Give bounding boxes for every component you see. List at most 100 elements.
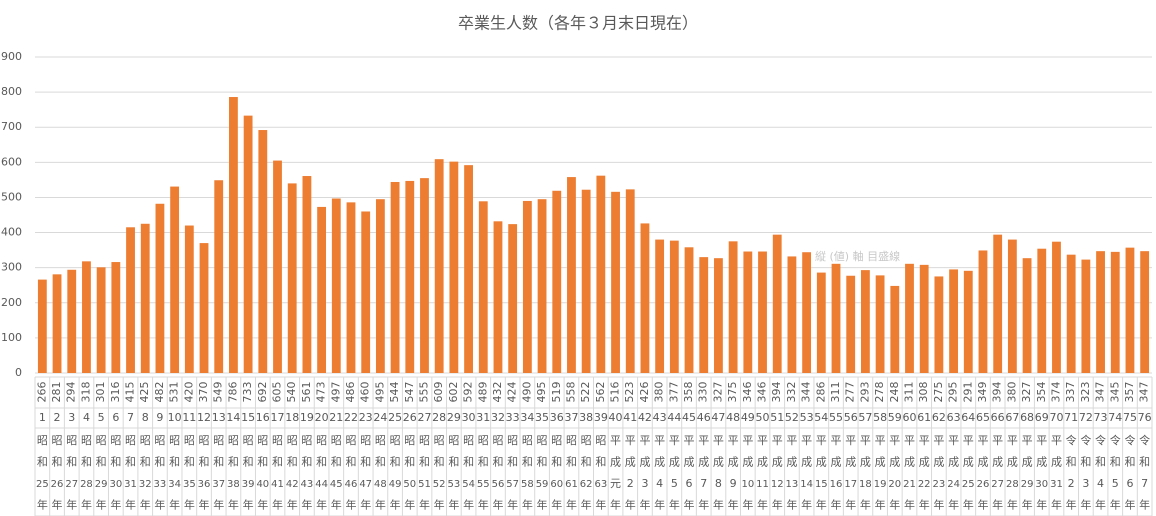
number-label: 47	[711, 411, 725, 424]
number-label: 22	[344, 411, 358, 424]
bar	[1037, 248, 1047, 373]
bar	[67, 269, 77, 373]
value-label: 786	[226, 382, 239, 403]
bar	[934, 276, 944, 373]
x-tick-label: 昭和 42 年	[286, 434, 299, 512]
number-label: 8	[142, 411, 149, 424]
x-tick-label: 昭和 43 年	[301, 434, 314, 512]
y-tick-label: 600	[1, 155, 22, 168]
x-tick-label: 平成 21 年	[903, 434, 916, 512]
value-label: 486	[344, 382, 357, 403]
bar	[728, 241, 738, 373]
number-label: 30	[462, 411, 476, 424]
x-tick-label: 昭和 48 年	[374, 434, 387, 512]
y-tick-label: 300	[1, 261, 22, 274]
bar	[361, 211, 371, 373]
value-label: 519	[550, 382, 563, 403]
number-label: 52	[785, 411, 799, 424]
x-tick-label: 平成 15 年	[815, 434, 828, 512]
bar	[831, 263, 841, 373]
number-label: 21	[329, 411, 343, 424]
x-tick-label: 平成 23 年	[933, 434, 946, 512]
number-label: 15	[241, 411, 255, 424]
bar	[949, 269, 958, 373]
number-label: 44	[667, 411, 681, 424]
bar	[978, 250, 988, 373]
x-tick-label: 昭和 28 年	[80, 434, 93, 512]
number-label: 17	[271, 411, 285, 424]
x-tick-label: 昭和 30 年	[109, 434, 122, 512]
x-tick-label: 昭和 44 年	[315, 434, 328, 512]
x-tick-label: 令和 5 年	[1110, 433, 1121, 512]
x-tick-label: 平成 29 年	[1021, 434, 1034, 512]
number-label: 48	[726, 411, 740, 424]
value-label: 497	[329, 382, 342, 403]
bar	[52, 274, 62, 373]
number-label: 10	[168, 411, 182, 424]
number-label: 29	[447, 411, 461, 424]
number-label: 11	[182, 411, 196, 424]
bar	[905, 263, 914, 373]
value-label: 248	[888, 382, 901, 403]
value-label: 605	[271, 382, 284, 403]
bar	[522, 200, 532, 373]
bar	[420, 178, 429, 373]
value-label: 394	[991, 382, 1004, 403]
number-label: 4	[83, 411, 90, 424]
bar	[1066, 254, 1076, 373]
number-label: 20	[315, 411, 329, 424]
bar	[581, 189, 591, 373]
number-label: 23	[359, 411, 373, 424]
value-label: 311	[902, 382, 915, 403]
bar	[508, 224, 518, 373]
x-tick-label: 平成元年	[610, 434, 621, 512]
value-label: 489	[476, 382, 489, 403]
value-label: 426	[638, 382, 651, 403]
value-label: 490	[520, 382, 533, 403]
x-tick-label: 平成 30 年	[1035, 434, 1048, 512]
value-label: 432	[491, 382, 504, 403]
value-label: 522	[579, 382, 592, 403]
value-label: 311	[829, 382, 842, 403]
bar	[229, 97, 238, 373]
bar	[875, 275, 885, 373]
x-tick-label: 昭和 35 年	[183, 434, 196, 512]
bar	[199, 243, 209, 373]
x-tick-label: 平成 6 年	[684, 434, 695, 512]
value-label: 278	[873, 382, 886, 403]
number-label: 62	[932, 411, 946, 424]
x-tick-label: 平成 25 年	[962, 434, 975, 512]
x-tick-label: 昭和 54 年	[462, 434, 475, 512]
bar	[802, 252, 812, 373]
y-tick-label: 500	[1, 190, 22, 203]
bar	[758, 251, 767, 373]
value-label: 345	[1108, 382, 1121, 403]
bar	[302, 176, 312, 373]
bar	[126, 227, 135, 373]
number-label: 64	[961, 411, 975, 424]
number-label: 39	[594, 411, 608, 424]
x-tick-label: 平成 4 年	[654, 434, 665, 512]
x-tick-label: 昭和 52 年	[433, 434, 446, 512]
bar	[1140, 251, 1150, 373]
bar	[258, 130, 268, 373]
number-label: 60	[902, 411, 916, 424]
bar	[1007, 239, 1017, 373]
value-label: 592	[462, 382, 475, 403]
bar	[287, 183, 297, 373]
bar	[890, 285, 900, 373]
value-label: 344	[800, 382, 813, 403]
bar	[243, 115, 253, 373]
bar	[919, 264, 929, 373]
value-label: 495	[373, 382, 386, 403]
x-tick-label: 平成 12 年	[771, 434, 784, 512]
x-tick-label: 昭和 56 年	[492, 434, 505, 512]
x-tick-label: 昭和 25 年	[36, 434, 49, 512]
value-label: 332	[785, 382, 798, 403]
number-label: 1	[39, 411, 46, 424]
value-label: 294	[65, 382, 78, 403]
x-tick-label: 昭和 32 年	[139, 434, 152, 512]
value-label: 281	[50, 382, 63, 403]
value-label: 266	[35, 382, 48, 403]
value-label: 327	[711, 382, 724, 403]
